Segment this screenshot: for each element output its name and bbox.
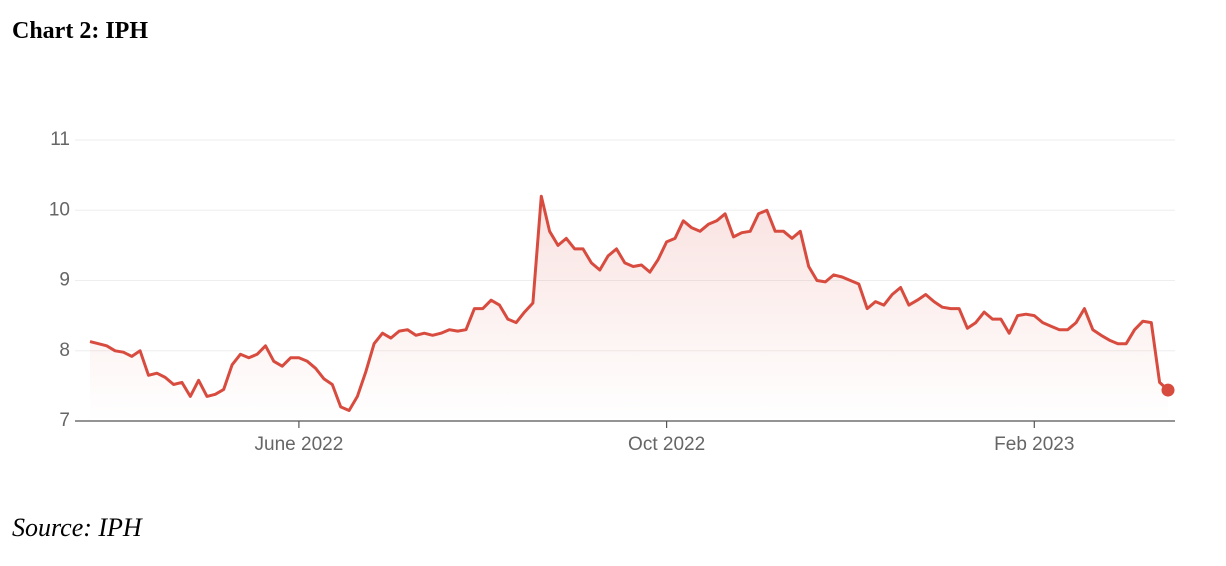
x-tick-label: Feb 2023	[994, 434, 1074, 455]
source-note: Source: IPH	[12, 513, 142, 542]
area-fill	[90, 196, 1168, 421]
x-tick-label: June 2022	[255, 434, 344, 455]
price-line	[89, 194, 1170, 412]
x-tick-label: Oct 2022	[628, 434, 705, 455]
chart-title: Chart 2: IPH	[12, 18, 148, 44]
y-tick-label: 7	[59, 410, 70, 431]
y-tick-label: 11	[50, 129, 70, 150]
y-tick-label: 9	[59, 270, 70, 291]
y-tick-label: 8	[59, 340, 70, 361]
end-dot	[1161, 383, 1175, 397]
y-tick-label: 10	[49, 199, 70, 220]
